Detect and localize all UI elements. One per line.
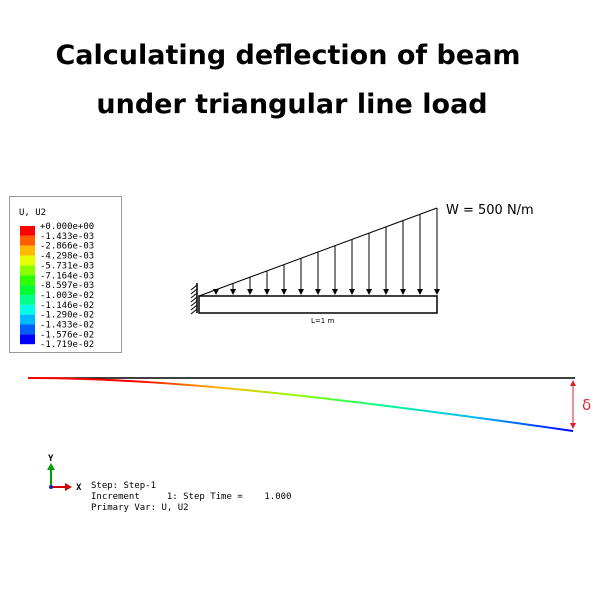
triad: Y X [47, 454, 82, 493]
legend-swatch [20, 245, 35, 256]
hatch [190, 300, 198, 307]
legend-label: -8.597e-03 [40, 281, 94, 291]
legend-label: -4.298e-03 [40, 252, 94, 262]
legend-label: -1.433e-03 [40, 232, 94, 242]
legend-label: -2.866e-03 [40, 242, 94, 252]
legend-label: -1.146e-02 [40, 301, 94, 311]
legend-label: -1.719e-02 [40, 340, 94, 350]
legend-swatch [20, 285, 35, 295]
legend-swatch [20, 235, 35, 246]
beam-diagram: W = 500 N/m L=1 m [190, 203, 534, 325]
length-label: L=1 m [311, 317, 334, 325]
step-info: Primary Var: U, U2 [91, 503, 189, 513]
legend-swatch [20, 324, 35, 335]
legend-label: -1.576e-02 [40, 330, 94, 340]
legend-swatch [20, 226, 35, 236]
hatch [190, 284, 198, 291]
legend-title: U, U2 [19, 208, 46, 218]
step-info: Step: Step-1 [91, 481, 156, 491]
axis-label: X [76, 483, 82, 493]
deflection-label: δ [582, 396, 591, 414]
legend-label: -7.164e-03 [40, 271, 94, 281]
legend-swatch [20, 255, 35, 266]
legend-label: -1.003e-02 [40, 291, 94, 301]
legend-swatch [20, 304, 35, 315]
hatch [190, 296, 198, 303]
legend-label: -5.731e-03 [40, 261, 94, 271]
deformed-beam [27, 377, 574, 432]
legend-swatch [20, 265, 35, 276]
hatch [190, 304, 198, 311]
legend-label: -1.433e-02 [40, 321, 94, 331]
legend-swatch [20, 275, 35, 286]
title: under triangular line load [96, 89, 487, 120]
axis-label: Y [48, 454, 54, 464]
legend-label: +0.000e+00 [40, 222, 94, 232]
hatch [190, 288, 198, 295]
hatch [190, 292, 198, 299]
hatch [190, 308, 198, 315]
legend-swatch [20, 294, 35, 305]
legend-swatch [20, 334, 35, 345]
step-info: Increment 1: Step Time = 1.000 [91, 492, 291, 502]
legend-label: -1.290e-02 [40, 311, 94, 321]
title: Calculating deflection of beam [55, 40, 520, 71]
legend-swatch [20, 314, 35, 325]
load-label: W = 500 N/m [446, 203, 534, 218]
legend: +0.000e+00-1.433e-03-2.866e-03-4.298e-03… [20, 222, 94, 350]
